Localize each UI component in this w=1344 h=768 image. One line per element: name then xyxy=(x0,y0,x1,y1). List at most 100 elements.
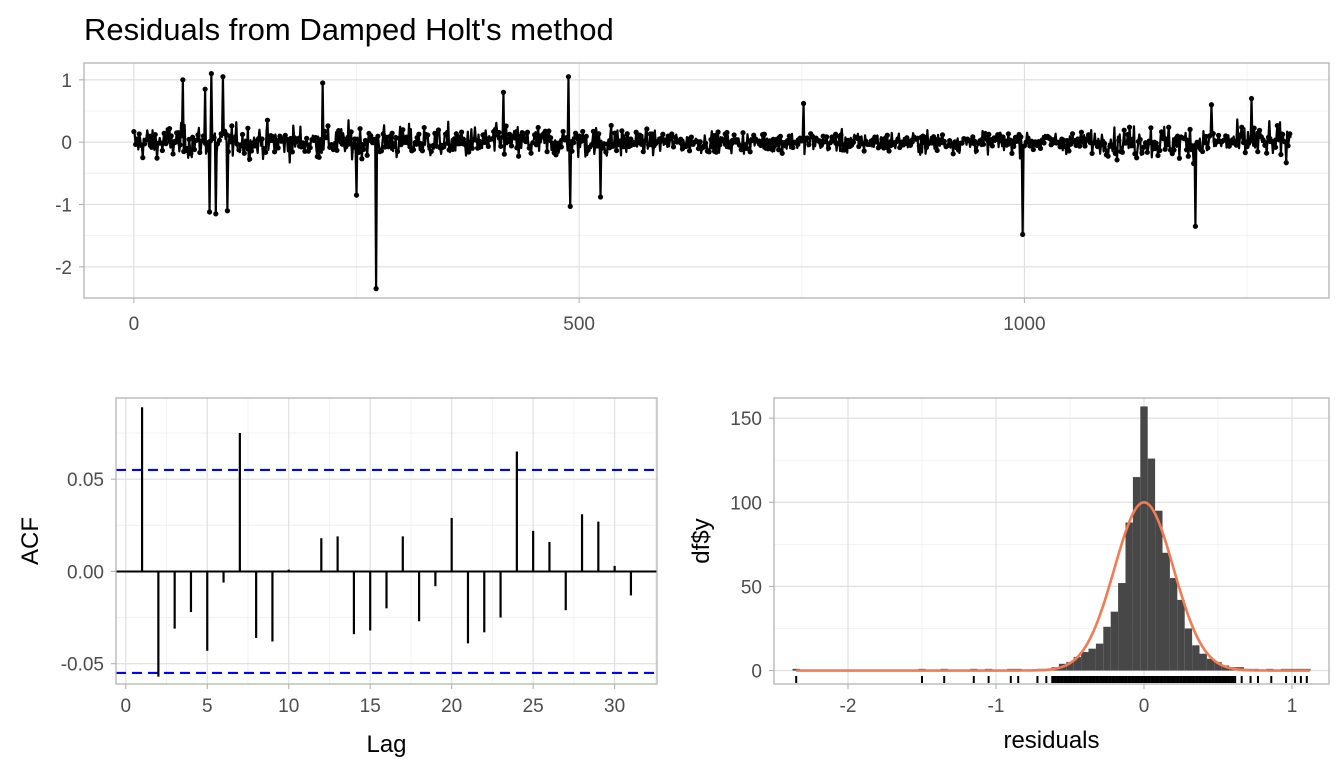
residual-point xyxy=(606,145,613,151)
residual-point xyxy=(683,143,689,150)
residual-point xyxy=(1278,151,1284,158)
residual-point xyxy=(134,136,141,142)
residual-point xyxy=(556,140,563,146)
residual-point xyxy=(572,130,579,136)
x-tick-label: 0 xyxy=(120,696,131,717)
residual-point xyxy=(1075,136,1081,142)
residual-point xyxy=(1057,144,1063,150)
residual-point xyxy=(936,141,942,147)
residual-point xyxy=(549,140,556,146)
residual-point xyxy=(930,134,937,140)
residual-point xyxy=(1264,150,1270,156)
residual-point xyxy=(1173,138,1179,144)
residual-point xyxy=(208,70,214,77)
histogram-bar xyxy=(1118,583,1126,671)
residual-point xyxy=(1005,131,1011,137)
residual-point xyxy=(941,138,947,144)
residual-point xyxy=(667,136,673,142)
residual-point xyxy=(245,125,251,131)
residual-point xyxy=(389,130,395,136)
residual-point xyxy=(1171,147,1177,153)
residual-point xyxy=(881,145,887,151)
residual-point xyxy=(480,132,486,138)
residual-point xyxy=(364,152,370,158)
residual-point xyxy=(172,138,178,145)
residual-point xyxy=(1160,136,1166,142)
residual-point xyxy=(1137,136,1143,143)
residual-point xyxy=(934,147,940,154)
residual-point xyxy=(403,134,409,140)
residual-point xyxy=(564,135,570,141)
residual-point xyxy=(416,131,422,137)
x-tick-label: 1 xyxy=(1287,696,1298,717)
residual-point xyxy=(460,136,466,142)
residual-point xyxy=(350,144,356,150)
residual-point xyxy=(686,148,693,154)
residual-point xyxy=(970,134,976,140)
residual-point xyxy=(829,134,835,140)
residual-point xyxy=(1004,142,1010,148)
residual-point xyxy=(818,142,824,148)
y-tick-label: 1 xyxy=(61,71,72,92)
residual-point xyxy=(850,139,857,145)
y-tick-label: 0 xyxy=(61,133,72,154)
residual-point xyxy=(916,143,922,149)
residual-point xyxy=(1084,136,1090,142)
residual-point xyxy=(1110,143,1117,150)
residual-point xyxy=(1011,143,1017,150)
residual-point xyxy=(467,139,474,145)
residual-point xyxy=(362,137,369,144)
residual-histogram-panel: -2 -1 0 1 150 100 50 0 residuals df$y xyxy=(688,397,1330,754)
residual-point xyxy=(834,140,841,147)
residual-point xyxy=(1037,145,1044,151)
residual-point xyxy=(738,147,744,153)
residual-point xyxy=(170,151,176,157)
residual-point xyxy=(368,133,374,139)
residual-point xyxy=(407,144,413,150)
y-tick-label: 0.00 xyxy=(67,562,104,583)
histogram-bar xyxy=(1192,645,1200,671)
residual-point xyxy=(1085,132,1092,138)
residual-point xyxy=(492,126,499,133)
residual-point xyxy=(1281,139,1288,145)
histogram-bar xyxy=(1073,657,1082,671)
residual-point xyxy=(277,133,283,139)
y-tick-label: -1 xyxy=(55,195,72,216)
residual-point xyxy=(361,146,367,153)
residual-point xyxy=(152,131,158,138)
residual-point xyxy=(254,143,260,149)
residual-point xyxy=(1262,142,1268,148)
residual-point xyxy=(133,141,139,148)
residual-point xyxy=(1139,150,1145,156)
residual-point xyxy=(747,149,753,155)
residual-point xyxy=(726,144,732,150)
residual-point xyxy=(1237,133,1243,139)
residual-point xyxy=(444,140,450,146)
residual-point xyxy=(1280,131,1286,137)
x-tick-label: 25 xyxy=(523,696,544,717)
residual-point xyxy=(500,89,507,95)
residual-point xyxy=(897,144,903,151)
residual-point xyxy=(1101,140,1108,147)
residual-point xyxy=(1189,143,1195,149)
residual-point xyxy=(375,133,381,139)
residual-point xyxy=(900,142,906,148)
residual-point xyxy=(211,134,217,141)
residual-point xyxy=(1287,131,1293,137)
residual-point xyxy=(1271,140,1277,146)
residual-point xyxy=(526,145,532,151)
residual-point xyxy=(241,150,247,156)
residual-point xyxy=(1014,138,1020,144)
residual-point xyxy=(617,138,623,144)
residual-point xyxy=(213,211,219,217)
y-axis-title: ACF xyxy=(17,517,44,565)
residual-point xyxy=(758,142,764,149)
x-axis-title: residuals xyxy=(1003,727,1099,754)
residual-point xyxy=(571,140,577,146)
residual-point xyxy=(441,144,447,150)
residual-point xyxy=(565,74,572,80)
residual-point xyxy=(501,151,507,157)
residual-point xyxy=(1062,143,1068,150)
residual-point xyxy=(1134,155,1140,161)
residual-point xyxy=(1155,152,1161,159)
